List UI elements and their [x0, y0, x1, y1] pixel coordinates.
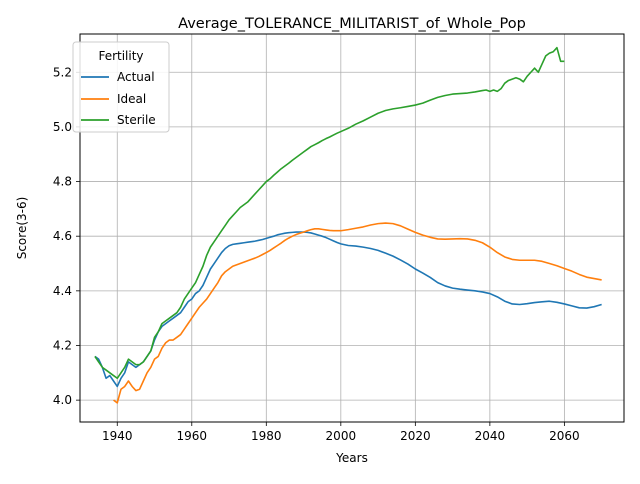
y-tick-label: 4.4 — [53, 284, 72, 298]
x-tick-label: 2020 — [400, 429, 431, 443]
y-tick-label: 5.2 — [53, 65, 72, 79]
x-tick-label: 2000 — [326, 429, 357, 443]
plot-area-frame — [79, 33, 625, 423]
legend-label-ideal: Ideal — [117, 92, 146, 106]
x-axis-label: Years — [335, 451, 368, 465]
y-axis-label: Score(3-6) — [15, 197, 29, 260]
legend-label-sterile: Sterile — [117, 113, 156, 127]
y-tick-label: 4.8 — [53, 175, 72, 189]
x-tick-label: 2040 — [475, 429, 506, 443]
axis-ticks: 1940 1960 1980 2000 2020 2040 2060 4.0 4.2 4.4 4.6… — [53, 65, 580, 443]
series-line-sterile — [94, 46, 565, 380]
legend-title: Fertility — [98, 49, 143, 63]
x-tick-label: 2060 — [549, 429, 580, 443]
y-tick-label: 4.6 — [53, 229, 72, 243]
y-tick-label: 4.0 — [53, 393, 72, 407]
series-lines — [94, 46, 602, 404]
x-tick-label: 1960 — [177, 429, 208, 443]
x-tick-label: 1980 — [251, 429, 282, 443]
legend: Fertility Actual Ideal Sterile — [72, 41, 170, 133]
series-line-actual — [94, 231, 602, 388]
chart-title: Average_TOLERANCE_MILITARIST_of_Whole_Po… — [178, 16, 526, 32]
y-tick-label: 4.2 — [53, 338, 72, 352]
y-tick-label: 5.0 — [53, 120, 72, 134]
series-line-ideal — [113, 222, 602, 404]
legend-box — [72, 41, 170, 133]
x-tick-label: 1940 — [102, 429, 133, 443]
legend-label-actual: Actual — [117, 70, 155, 84]
